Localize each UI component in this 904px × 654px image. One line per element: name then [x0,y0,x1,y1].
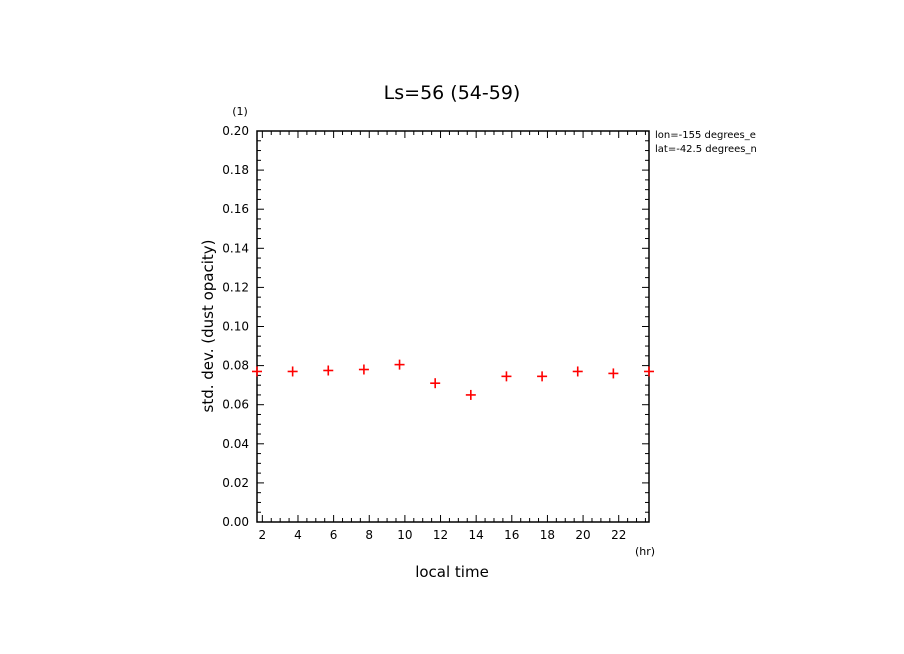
data-point [501,371,512,382]
x-tick-label: 10 [397,528,412,542]
x-axis-label: local time [415,563,489,581]
y-unit-label: (1) [232,105,248,118]
data-point [358,364,369,375]
data-point [323,365,334,376]
x-tick-label: 18 [540,528,555,542]
y-axis-label: std. dev. (dust opacity) [199,239,217,412]
y-tick-label: 0.04 [222,437,249,451]
annotation-lat: lat=-42.5 degrees_n [655,144,757,155]
tick-labels: 0.00 0.02 0.04 0.06 0.08 0.10 0.12 0.14 0.16 0.18… [222,124,626,542]
x-tick-label: 6 [330,528,338,542]
chart-title: Ls=56 (54-59) [384,82,521,104]
y-tick-label: 0.16 [222,202,249,216]
data-point [608,368,619,379]
x-tick-label: 22 [611,528,626,542]
x-tick-label: 2 [259,528,267,542]
y-tick-label: 0.18 [222,163,249,177]
data-points [252,359,654,400]
data-point [394,359,405,370]
y-tick-label: 0.02 [222,476,249,490]
x-unit-label: (hr) [635,545,655,558]
x-tick-label: 20 [575,528,590,542]
data-point [644,366,654,377]
data-point [430,378,441,389]
y-tick-label: 0.06 [222,398,249,412]
data-point [252,366,262,377]
y-tick-label: 0.00 [222,515,249,529]
x-tick-label: 8 [365,528,373,542]
y-tick-label: 0.10 [222,320,249,334]
annotation-lon: lon=-155 degrees_e [655,130,756,141]
y-tick-label: 0.08 [222,359,249,373]
y-tick-label: 0.12 [222,280,249,294]
data-point [465,389,476,400]
data-point [537,371,548,382]
x-tick-label: 14 [469,528,484,542]
x-tick-label: 16 [504,528,519,542]
axis-ticks [257,130,649,523]
data-point [287,366,298,377]
y-tick-label: 0.14 [222,241,249,255]
x-tick-label: 12 [433,528,448,542]
x-tick-label: 4 [294,528,302,542]
plot-frame [256,130,650,523]
data-point [572,366,583,377]
y-tick-label: 0.20 [222,124,249,138]
